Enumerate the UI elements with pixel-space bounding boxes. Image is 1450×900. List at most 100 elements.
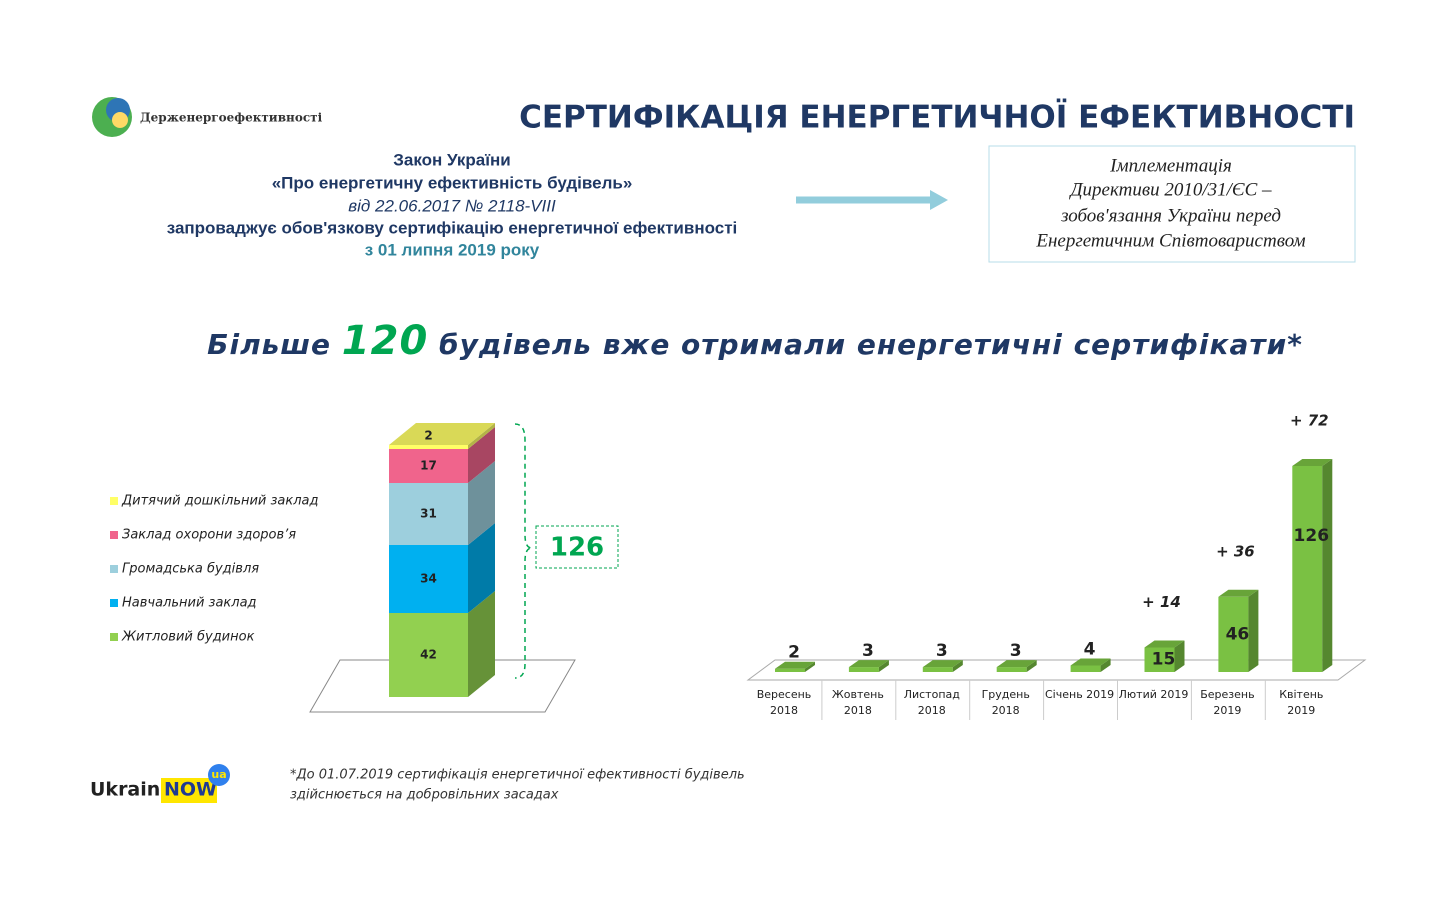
annotation: + 14 xyxy=(1142,593,1181,611)
bar-side xyxy=(468,591,495,697)
bar-top xyxy=(1144,640,1185,648)
value-label: 46 xyxy=(1226,624,1250,644)
value-label: 42 xyxy=(420,648,437,662)
directive-text: Директиви 2010/31/ЄС – xyxy=(1068,179,1272,200)
bar xyxy=(996,667,1027,672)
bar-side xyxy=(952,660,963,672)
legend-label: Заклад охорони здоров’я xyxy=(122,528,296,543)
legend-label: Громадська будівля xyxy=(122,562,259,577)
value-label: 2 xyxy=(424,429,432,443)
badge xyxy=(208,764,230,786)
bar-side xyxy=(468,461,495,545)
logo-icon xyxy=(112,112,128,128)
bar-side xyxy=(1174,640,1185,672)
headline: Більше 120 будівель вже отримали енергет… xyxy=(0,318,1450,364)
legend-swatch xyxy=(110,565,118,573)
bar-side xyxy=(468,523,495,613)
bar-top xyxy=(922,660,963,668)
x-tick-label: Жовтень 2018 xyxy=(831,688,884,717)
annotation: + 36 xyxy=(1216,542,1255,560)
bar-top xyxy=(996,660,1037,668)
arrow-head xyxy=(930,190,948,210)
platform xyxy=(746,659,1367,681)
brand-highlight xyxy=(161,778,217,803)
legend-swatch xyxy=(110,531,118,539)
bar xyxy=(1292,466,1323,672)
value-label: 34 xyxy=(420,572,437,586)
law-text: запроваджує обов'язкову сертифікацію ене… xyxy=(167,218,738,237)
bar xyxy=(848,667,879,672)
total-label: 126 xyxy=(550,533,604,563)
x-tick-label: Листопад 2018 xyxy=(903,688,960,717)
value-label: 4 xyxy=(1084,639,1096,659)
headline-text: Більше xyxy=(207,328,332,361)
legend-swatch xyxy=(110,633,118,641)
bar-side xyxy=(1248,589,1259,672)
brand-now: NOW xyxy=(164,779,217,801)
law-text: «Про енергетичну ефективність будівель» xyxy=(272,173,633,192)
value-label: 126 xyxy=(1294,526,1330,546)
x-tick-label: Грудень 2018 xyxy=(981,688,1030,717)
value-label: 3 xyxy=(1010,641,1022,661)
bar-side xyxy=(878,660,889,672)
brace xyxy=(514,423,533,679)
x-tick-label: Вересень 2018 xyxy=(756,688,812,717)
bar xyxy=(922,667,953,672)
bar-side xyxy=(468,423,495,449)
directive-text: зобов'язання України перед xyxy=(1060,205,1281,226)
title: СЕРТИФІКАЦІЯ ЕНЕРГЕТИЧНОЇ ЕФЕКТИВНОСТІ xyxy=(519,100,1355,136)
bar-segment xyxy=(389,483,468,545)
value-label: 17 xyxy=(420,459,437,473)
directive-text: Імплементація xyxy=(1109,155,1232,176)
value-label: 15 xyxy=(1152,650,1176,670)
bar-top xyxy=(1292,459,1333,466)
value-label: 2 xyxy=(788,643,800,663)
directive-box xyxy=(988,145,1356,263)
legend-label: Навчальний заклад xyxy=(122,596,257,611)
value-label: 3 xyxy=(936,641,948,661)
bar-top xyxy=(848,660,889,668)
bar-top xyxy=(1218,589,1259,597)
bar xyxy=(1218,596,1249,672)
directive-text: Енергетичним Співтовариством xyxy=(1035,230,1305,251)
law-text: Закон України xyxy=(393,150,511,169)
bar-segment xyxy=(389,545,468,613)
value-label: 3 xyxy=(862,641,874,661)
bar-segment xyxy=(389,445,468,449)
bar-side xyxy=(1100,658,1111,672)
legend-label: Житловий будинок xyxy=(121,630,255,645)
x-tick-label: Квітень 2019 xyxy=(1279,688,1324,717)
legend-swatch xyxy=(110,599,118,607)
bar-side xyxy=(805,661,815,672)
legend-label: Дитячий дошкільний заклад xyxy=(121,494,319,509)
headline-number: 120 xyxy=(341,318,429,364)
x-tick-label: Березень 2019 xyxy=(1200,688,1255,717)
annotation: + 72 xyxy=(1290,412,1329,430)
bar-top xyxy=(389,423,495,445)
value-label: 31 xyxy=(420,507,437,521)
brand: Ukraine xyxy=(90,779,173,801)
bar-side xyxy=(1026,660,1037,672)
bar-side xyxy=(468,427,495,483)
bar-top xyxy=(775,661,815,669)
bar xyxy=(1144,647,1175,672)
x-tick-label: Лютий 2019 xyxy=(1118,688,1189,701)
badge-text: ua xyxy=(211,768,226,781)
total-box xyxy=(535,525,619,569)
law-text: з 01 липня 2019 року xyxy=(365,240,540,259)
logo-text: Держенергоефективності xyxy=(140,111,323,125)
footnote: *До 01.07.2019 сертифікація енергетичної… xyxy=(290,768,745,783)
footnote: здійснюється на добровільних засадах xyxy=(290,788,559,803)
bar-top xyxy=(1070,658,1111,666)
x-tick-label: Січень 2019 xyxy=(1045,688,1115,701)
bar-side xyxy=(1322,459,1333,672)
bar xyxy=(775,668,805,672)
legend-swatch xyxy=(110,497,118,505)
law-text: від 22.06.2017 № 2118-VIII xyxy=(348,196,556,215)
headline-text: будівель вже отримали енергетичні сертиф… xyxy=(439,328,1303,361)
bar-segment xyxy=(389,613,468,697)
bar-segment xyxy=(389,449,468,483)
bar xyxy=(1070,665,1101,672)
